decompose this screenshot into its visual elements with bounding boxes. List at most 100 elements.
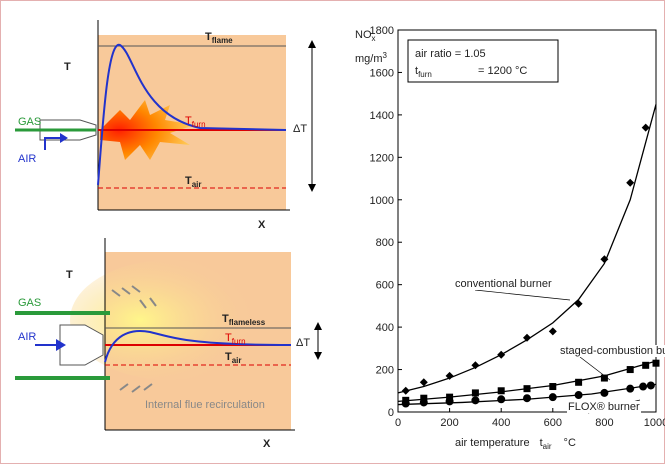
y-tick-label: 800 — [376, 237, 394, 249]
arrow-heads — [314, 322, 322, 360]
point — [600, 255, 609, 264]
point — [626, 384, 635, 393]
point — [646, 381, 655, 390]
series-label: staged-combustion burner — [560, 345, 665, 357]
point — [600, 388, 609, 397]
y-tick-label: 0 — [388, 407, 394, 419]
point — [419, 378, 428, 387]
point — [626, 178, 635, 187]
y-axis-unit: mg/m3 — [355, 51, 388, 65]
temperature-curve — [104, 330, 292, 363]
chart: NOx mg/m3 air ratio = 1.05 tfurn = 1200 °… — [355, 25, 665, 451]
annotation: t — [415, 65, 418, 77]
delta-label: ΔT — [293, 123, 307, 135]
series-label: conventional burner — [455, 278, 552, 290]
y-tick-label: 200 — [376, 365, 394, 377]
annotation: = 1200 °C — [478, 65, 527, 77]
annotation: air ratio = 1.05 — [415, 48, 486, 60]
air-label: AIR — [18, 331, 36, 343]
annotation-box — [407, 39, 559, 83]
flameless-zone — [70, 260, 270, 380]
leader-line — [474, 289, 571, 301]
x-tick-label: 600 — [544, 417, 562, 429]
label: Tfurn — [225, 332, 246, 346]
gas-label: GAS — [18, 116, 41, 128]
y-tick-label: 600 — [376, 280, 394, 292]
point — [639, 382, 648, 391]
bottom-diagram: T GAS AIR Tflameless Tfurn Tair ΔT Inter… — [15, 238, 322, 450]
point — [641, 123, 650, 132]
leader-line — [579, 356, 611, 381]
x-label: °C — [564, 437, 576, 449]
point — [471, 389, 479, 397]
point — [420, 394, 428, 402]
point — [652, 359, 660, 367]
point — [548, 327, 557, 336]
point — [401, 386, 410, 395]
y-label-sub: x — [372, 34, 376, 43]
point — [523, 333, 531, 342]
label-sub: flameless — [229, 318, 266, 327]
label-sub: air — [192, 180, 202, 189]
label-bg — [454, 278, 553, 290]
label-sub: flame — [212, 36, 233, 45]
x-tick-label: 200 — [440, 417, 458, 429]
label: Tflameless — [222, 313, 266, 327]
x-label: t — [540, 437, 543, 449]
point — [497, 395, 506, 404]
temperature-curve — [97, 43, 287, 186]
y-axis-label: NOx — [355, 29, 376, 43]
label-bg — [567, 401, 642, 413]
axis-label: X — [263, 438, 271, 450]
point — [626, 366, 634, 374]
label: Tfurn — [185, 115, 206, 129]
recirculation-arrows — [111, 285, 157, 393]
y-tick-label: 400 — [376, 322, 394, 334]
y-tick-label: 1400 — [370, 110, 394, 122]
label: Tflame — [205, 31, 233, 45]
axis-label: T — [66, 269, 73, 281]
point — [548, 393, 557, 402]
y-tick-label: 1200 — [370, 152, 394, 164]
point — [497, 350, 506, 359]
x-label: air temperature — [455, 437, 530, 449]
axis-label: T — [64, 61, 71, 73]
y-label: NO — [355, 29, 372, 41]
label-sub: furn — [192, 120, 206, 129]
point — [523, 385, 531, 393]
point — [446, 393, 454, 401]
point — [574, 299, 583, 308]
point — [574, 391, 583, 400]
label: T — [185, 115, 192, 127]
y-tick-label: 1000 — [370, 195, 394, 207]
axis-label: X — [258, 219, 266, 231]
point — [549, 383, 557, 391]
label: T — [185, 175, 192, 187]
point — [523, 394, 531, 403]
point — [471, 361, 480, 370]
y-unit-sup: 3 — [383, 51, 388, 60]
point — [445, 371, 454, 380]
label: T — [225, 332, 232, 344]
gas-label: GAS — [18, 297, 41, 309]
y-unit: mg/m — [355, 53, 383, 65]
point — [445, 397, 454, 406]
annotation: tfurn = 1200 °C — [415, 65, 527, 79]
y-tick-label: 1800 — [370, 25, 394, 37]
point — [401, 399, 410, 408]
burner — [59, 324, 104, 366]
label: T — [205, 31, 212, 43]
label: T — [225, 351, 232, 363]
point — [642, 361, 650, 369]
x-tick-label: 800 — [595, 417, 613, 429]
point — [419, 398, 428, 407]
x-label-sub: air — [543, 442, 552, 451]
label-sub: air — [232, 356, 242, 365]
annotation-sub: furn — [418, 70, 432, 79]
delta-label: ΔT — [296, 337, 310, 349]
recirculation-label: Internal flue recirculation — [145, 399, 265, 411]
label: Tair — [225, 351, 242, 365]
arrow-head — [60, 133, 68, 143]
y-tick-label: 1600 — [370, 67, 394, 79]
